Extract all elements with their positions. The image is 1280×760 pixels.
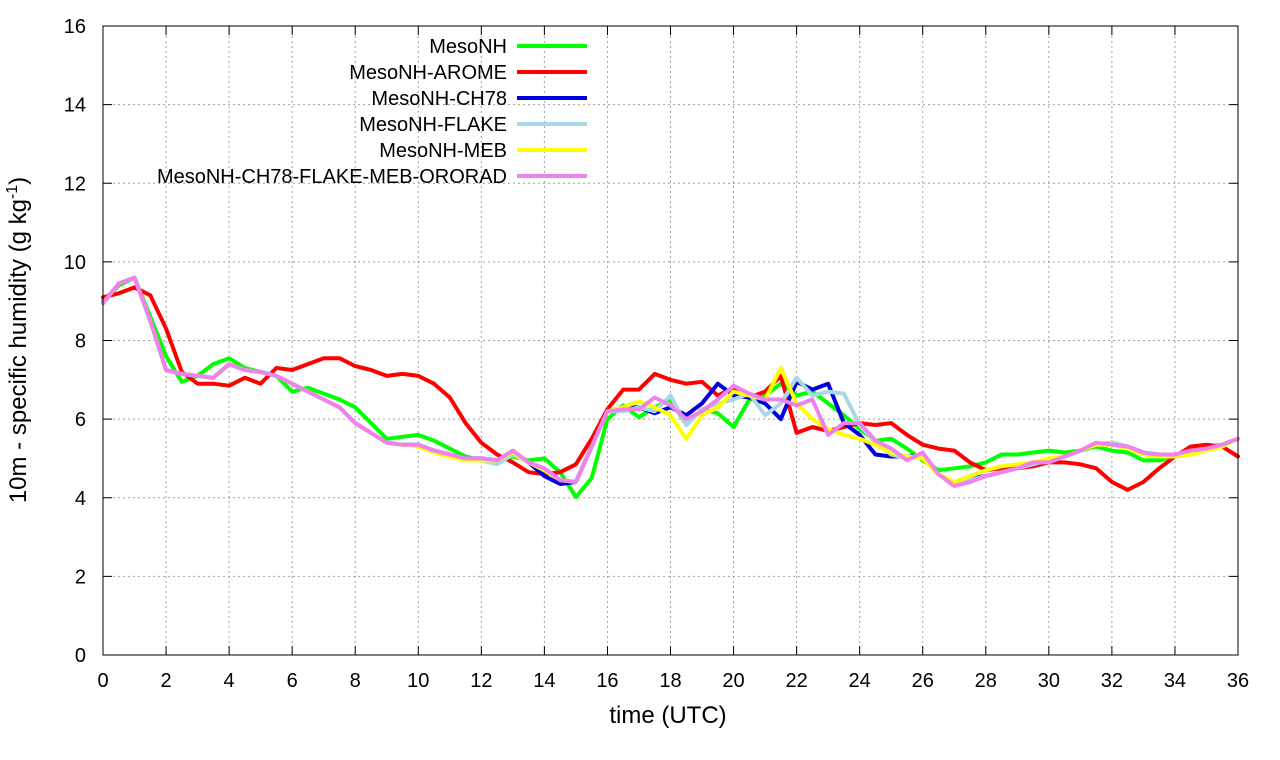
x-tick-label: 28 — [975, 670, 997, 692]
x-tick-label: 22 — [785, 670, 807, 692]
x-tick-label: 2 — [160, 670, 171, 692]
legend-label-mesonh-ch78-flake-meb-ororad: MesoNH-CH78-FLAKE-MEB-ORORAD — [157, 166, 507, 188]
x-tick-label: 14 — [533, 670, 555, 692]
legend-label-mesonh-ch78: MesoNH-CH78 — [371, 88, 507, 110]
y-axis-title-close: ) — [5, 177, 32, 185]
legend-label-mesonh-arome: MesoNH-AROME — [349, 62, 507, 84]
y-tick-label: 8 — [75, 331, 86, 353]
y-tick-label: 14 — [64, 95, 86, 117]
x-tick-label: 36 — [1227, 670, 1249, 692]
legend-label-mesonh-meb: MesoNH-MEB — [379, 140, 507, 162]
y-axis-title-superscript: -1 — [4, 185, 21, 199]
plot-series — [101, 275, 1240, 499]
y-tick-label: 12 — [64, 173, 86, 195]
y-axis-title-main: 10m - specific humidity (g kg — [5, 199, 32, 503]
x-tick-label: 32 — [1101, 670, 1123, 692]
x-tick-label: 18 — [659, 670, 681, 692]
y-tick-label: 2 — [75, 566, 86, 588]
series-line-mesonh-ch78-flake-meb-ororad — [101, 275, 1240, 488]
x-tick-label: 24 — [849, 670, 871, 692]
x-tick-label: 30 — [1038, 670, 1060, 692]
y-tick-label: 0 — [75, 645, 86, 667]
axis-tick-labels: 0 2 4 6 8 10 12 14 16 18 20 22 24 26 28 30 32 34 360246810… — [64, 16, 1249, 692]
x-tick-label: 26 — [912, 670, 934, 692]
y-tick-label: 6 — [75, 409, 86, 431]
legend: MesoNH MesoNH-AROME MesoNH-CH78 MesoNH-FLAK… — [157, 36, 587, 188]
grid — [103, 26, 1238, 655]
x-tick-label: 4 — [224, 670, 235, 692]
x-tick-label: 34 — [1164, 670, 1186, 692]
legend-label-mesonh-flake: MesoNH-FLAKE — [359, 114, 507, 136]
y-tick-label: 4 — [75, 488, 86, 510]
x-tick-label: 6 — [287, 670, 298, 692]
x-tick-label: 10 — [407, 670, 429, 692]
x-tick-label: 20 — [722, 670, 744, 692]
x-tick-label: 0 — [97, 670, 108, 692]
axis-ticks — [102, 25, 1239, 656]
y-tick-label: 10 — [64, 252, 86, 274]
x-tick-label: 12 — [470, 670, 492, 692]
y-tick-label: 16 — [64, 16, 86, 38]
x-axis-title: time (UTC) — [609, 702, 726, 729]
legend-label-mesonh: MesoNH — [429, 36, 507, 58]
y-axis-title: 10m - specific humidity (g kg-1) — [4, 177, 32, 503]
x-tick-label: 16 — [596, 670, 618, 692]
x-tick-label: 8 — [350, 670, 361, 692]
